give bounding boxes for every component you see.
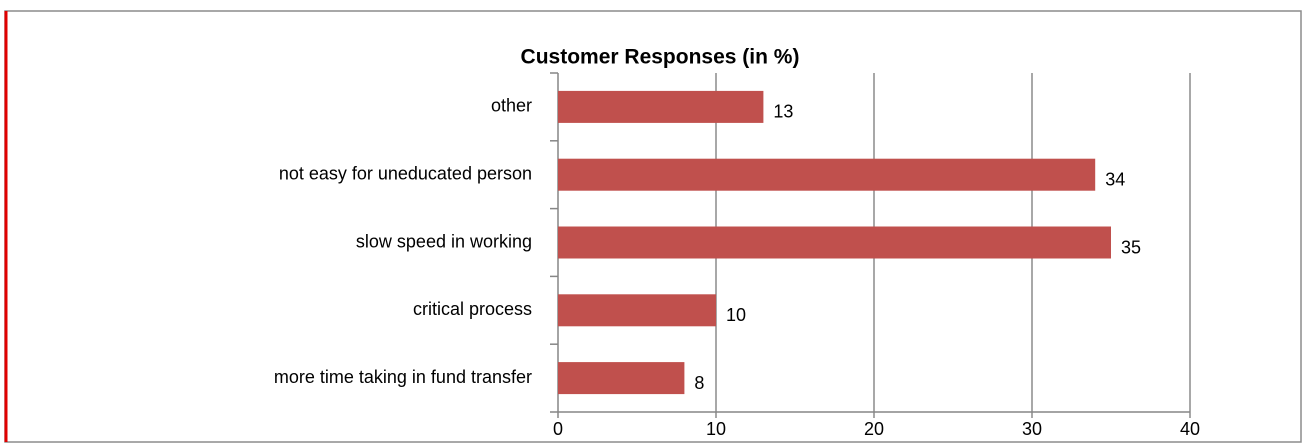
bar (558, 158, 1096, 191)
bar (558, 362, 685, 395)
data-label: 13 (773, 102, 793, 122)
y-tick-label: other (491, 96, 532, 116)
x-tick-label: 10 (706, 419, 726, 439)
x-tick-label: 30 (1022, 419, 1042, 439)
data-label: 35 (1121, 237, 1141, 257)
chart-title: Customer Responses (in %) (521, 46, 800, 69)
data-label: 8 (694, 373, 704, 393)
bar (558, 226, 1111, 259)
y-tick-label: not easy for uneducated person (279, 163, 532, 183)
bar (558, 294, 716, 327)
data-label: 10 (726, 305, 746, 325)
x-tick-label: 40 (1180, 419, 1200, 439)
y-tick-label: more time taking in fund transfer (274, 367, 532, 387)
x-tick-label: 0 (553, 419, 563, 439)
bar (558, 90, 764, 123)
y-tick-label: slow speed in working (356, 231, 532, 251)
y-tick-label: critical process (413, 299, 532, 319)
x-tick-label: 20 (864, 419, 884, 439)
data-label: 34 (1105, 169, 1125, 189)
